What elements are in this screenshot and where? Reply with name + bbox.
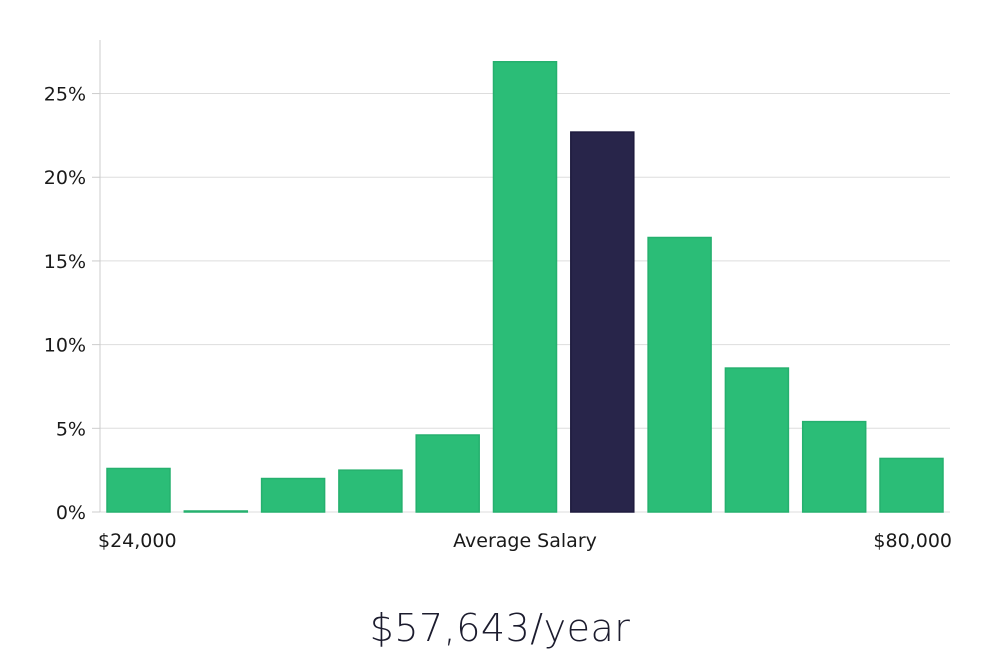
bar [106,467,171,513]
y-tick-label: 10% [44,335,86,357]
y-tick-labels: 0% 5% 10% 15% 20% 25% [44,84,86,524]
bar [879,457,944,513]
y-tick-label: 25% [44,84,86,106]
y-tick-label: 0% [56,502,86,524]
y-tick-label: 20% [44,167,86,189]
bar [647,236,712,513]
x-axis-label: Average Salary [453,530,597,552]
bar [183,510,249,513]
bar [260,477,326,513]
salary-histogram: 0%5%10%15%20%25% $24,000 Average Salary … [44,40,952,552]
bars [106,61,944,513]
bar [801,420,867,513]
x-start-label: $24,000 [98,530,177,552]
bar [492,61,558,513]
y-tick-label: 15% [44,251,86,273]
bar [338,469,403,513]
average-salary-headline: $57,643/year [369,606,631,650]
bar [415,434,480,513]
bar-highlighted [570,131,635,513]
y-tick-label: 5% [56,418,86,440]
bar [724,367,790,513]
x-end-label: $80,000 [873,530,952,552]
